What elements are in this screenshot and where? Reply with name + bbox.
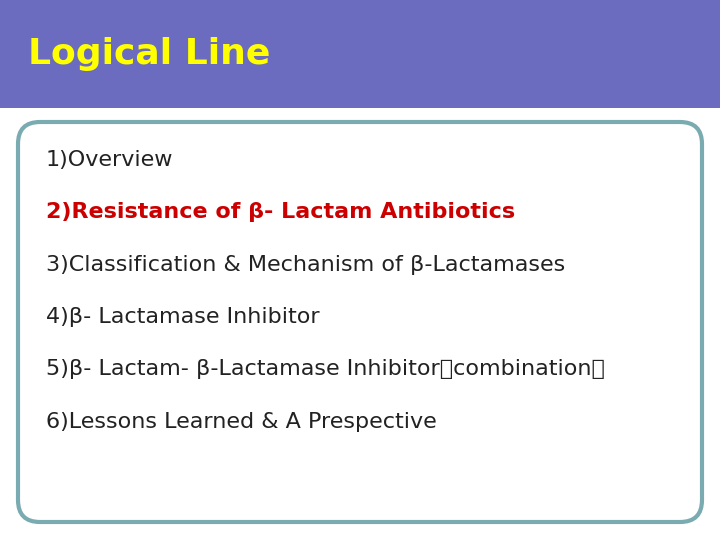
Text: Logical Line: Logical Line: [28, 37, 271, 71]
Text: 1)Overview: 1)Overview: [46, 150, 174, 170]
FancyBboxPatch shape: [18, 122, 702, 522]
Text: 3)Classification & Mechanism of β-Lactamases: 3)Classification & Mechanism of β-Lactam…: [46, 255, 565, 275]
Text: 4)β- Lactamase Inhibitor: 4)β- Lactamase Inhibitor: [46, 307, 320, 327]
Text: 2)Resistance of β- Lactam Antibiotics: 2)Resistance of β- Lactam Antibiotics: [46, 202, 515, 222]
Text: 6)Lessons Learned & A Prespective: 6)Lessons Learned & A Prespective: [46, 411, 437, 431]
Text: 5)β- Lactam- β-Lactamase Inhibitor（combination）: 5)β- Lactam- β-Lactamase Inhibitor（combi…: [46, 359, 605, 379]
Bar: [0, 0, 720, 108]
